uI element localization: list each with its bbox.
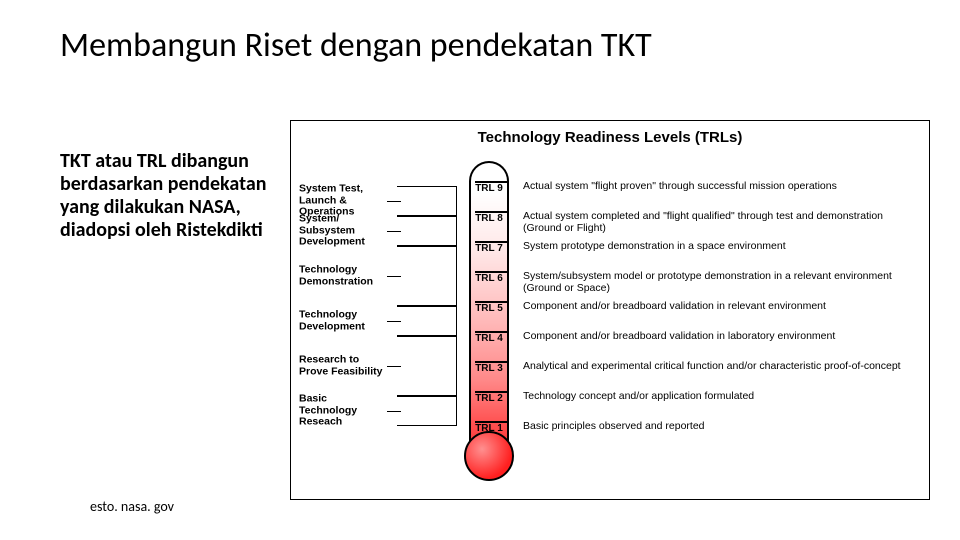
trl-level-label: TRL 2	[469, 393, 509, 404]
trl-description: Analytical and experimental critical fun…	[523, 360, 921, 372]
phase-group: Technology Demonstration	[299, 246, 459, 306]
thermometer-tube: TRL 9 TRL 8 TRL 7 TRL 6 TRL 5 TRL 4 TRL 3 TRL 2…	[469, 161, 509, 453]
slide-body-text: TKT atau TRL dibangun berdasarkan pendek…	[60, 150, 270, 242]
thermometer-icon: TRL 9 TRL 8 TRL 7 TRL 6 TRL 5 TRL 4 TRL 3 TRL 2…	[461, 161, 517, 481]
phase-bracket	[397, 306, 457, 336]
phase-group: Research to Prove Feasibility	[299, 336, 459, 396]
phase-group: System/ Subsystem Development	[299, 216, 459, 246]
trl-description: System/subsystem model or prototype demo…	[523, 270, 921, 294]
phase-label: Technology Demonstration	[299, 264, 387, 287]
phase-bracket	[397, 246, 457, 306]
trl-description: System prototype demonstration in a spac…	[523, 240, 921, 252]
phase-bracket	[397, 336, 457, 396]
phase-label: System/ Subsystem Development	[299, 214, 387, 249]
trl-diagram: Technology Readiness Levels (TRLs) TRL 9…	[290, 120, 930, 500]
thermometer-bulb	[464, 431, 514, 481]
phase-group: Technology Development	[299, 306, 459, 336]
phase-bracket	[397, 216, 457, 246]
trl-level-label: TRL 9	[469, 183, 509, 194]
trl-description: Component and/or breadboard validation i…	[523, 330, 921, 342]
phase-label: Technology Development	[299, 309, 387, 332]
trl-description: Component and/or breadboard validation i…	[523, 300, 921, 312]
trl-level-label: TRL 3	[469, 363, 509, 374]
trl-description: Basic principles observed and reported	[523, 420, 921, 432]
trl-level-label: TRL 8	[469, 213, 509, 224]
phase-group: System Test, Launch & Operations	[299, 186, 459, 216]
trl-level-label: TRL 4	[469, 333, 509, 344]
trl-level-label: TRL 6	[469, 273, 509, 284]
phase-label: Basic Technology Reseach	[299, 394, 387, 429]
phase-group: Basic Technology Reseach	[299, 396, 459, 426]
diagram-title: Technology Readiness Levels (TRLs)	[291, 129, 929, 146]
trl-description: Actual system "flight proven" through su…	[523, 180, 921, 192]
trl-description: Actual system completed and "flight qual…	[523, 210, 921, 234]
slide-title: Membangun Riset dengan pendekatan TKT	[60, 25, 652, 66]
phase-bracket	[397, 396, 457, 426]
trl-level-label: TRL 7	[469, 243, 509, 254]
phase-bracket	[397, 186, 457, 216]
phase-label: Research to Prove Feasibility	[299, 354, 387, 377]
trl-description: Technology concept and/or application fo…	[523, 390, 921, 402]
source-citation: esto. nasa. gov	[90, 498, 174, 515]
trl-level-label: TRL 5	[469, 303, 509, 314]
